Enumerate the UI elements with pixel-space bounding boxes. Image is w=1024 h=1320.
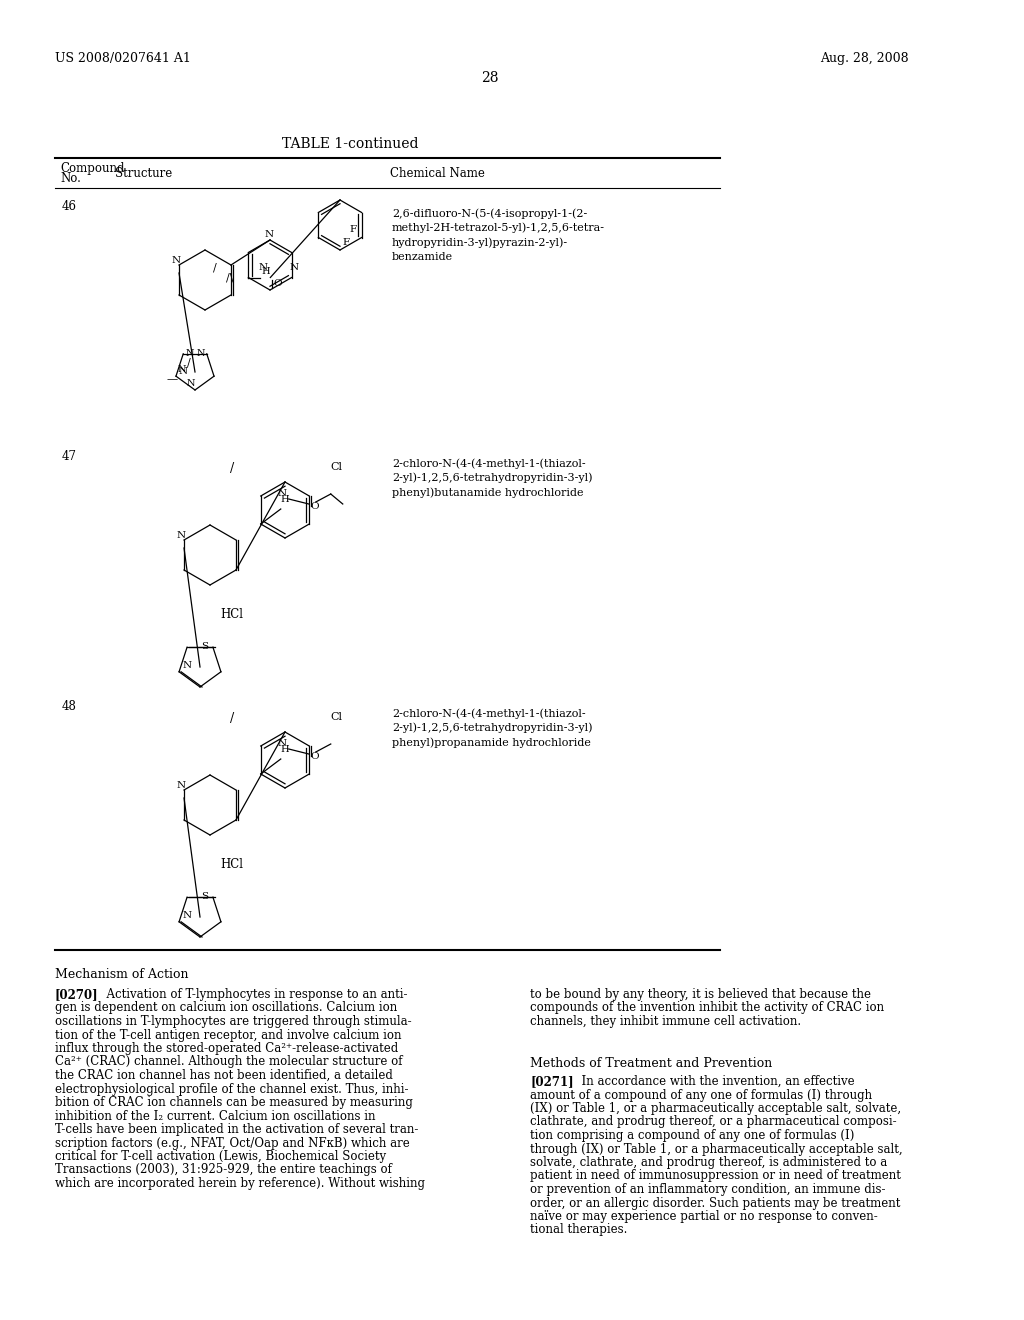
Text: /\: /\ — [226, 272, 233, 282]
Text: H: H — [281, 495, 290, 504]
Text: O: O — [273, 279, 282, 288]
Text: N: N — [182, 911, 191, 920]
Text: F: F — [342, 238, 349, 247]
Text: Mechanism of Action: Mechanism of Action — [55, 968, 188, 981]
Text: N: N — [171, 256, 180, 265]
Text: N: N — [258, 263, 267, 272]
Text: 28: 28 — [481, 71, 499, 84]
Text: to be bound by any theory, it is believed that because the: to be bound by any theory, it is believe… — [530, 987, 871, 1001]
Text: influx through the stored-operated Ca²⁺-release-activated: influx through the stored-operated Ca²⁺-… — [55, 1041, 398, 1055]
Text: 47: 47 — [62, 450, 77, 463]
Text: S: S — [201, 892, 208, 902]
Text: 48: 48 — [62, 700, 77, 713]
Text: HCl: HCl — [220, 858, 243, 871]
Text: compounds of the invention inhibit the activity of CRAC ion: compounds of the invention inhibit the a… — [530, 1002, 884, 1015]
Text: /: / — [230, 462, 234, 475]
Text: H: H — [261, 267, 270, 276]
Text: F: F — [349, 226, 356, 235]
Text: Compound: Compound — [60, 162, 125, 176]
Text: Aug. 28, 2008: Aug. 28, 2008 — [820, 51, 908, 65]
Text: S: S — [201, 643, 208, 651]
Text: N: N — [290, 263, 299, 272]
Text: O: O — [310, 752, 319, 762]
Text: electrophysiological profile of the channel exist. Thus, inhi-: electrophysiological profile of the chan… — [55, 1082, 409, 1096]
Text: Cl: Cl — [330, 711, 342, 722]
Text: TABLE 1-continued: TABLE 1-continued — [282, 137, 418, 150]
Text: Transactions (2003), 31:925-929, the entire teachings of: Transactions (2003), 31:925-929, the ent… — [55, 1163, 392, 1176]
Text: /: / — [230, 711, 234, 725]
Text: N: N — [278, 739, 287, 748]
Text: bition of CRAC ion channels can be measured by measuring: bition of CRAC ion channels can be measu… — [55, 1096, 413, 1109]
Text: N: N — [178, 366, 186, 374]
Text: tion of the T-cell antigen receptor, and involve calcium ion: tion of the T-cell antigen receptor, and… — [55, 1028, 401, 1041]
Text: amount of a compound of any one of formulas (I) through: amount of a compound of any one of formu… — [530, 1089, 872, 1101]
Text: H: H — [281, 744, 290, 754]
Text: N: N — [176, 781, 185, 789]
Text: /: / — [186, 358, 190, 368]
Text: N: N — [176, 531, 185, 540]
Text: N: N — [278, 488, 287, 498]
Text: tion comprising a compound of any one of formulas (I): tion comprising a compound of any one of… — [530, 1129, 854, 1142]
Text: N: N — [197, 348, 205, 358]
Text: inhibition of the I₂ current. Calcium ion oscillations in: inhibition of the I₂ current. Calcium io… — [55, 1110, 376, 1122]
Text: the CRAC ion channel has not been identified, a detailed: the CRAC ion channel has not been identi… — [55, 1069, 393, 1082]
Text: —: — — [167, 374, 178, 384]
Text: 2-chloro-N-(4-(4-methyl-1-(thiazol-
2-yl)-1,2,5,6-tetrahydropyridin-3-yl)
phenyl: 2-chloro-N-(4-(4-methyl-1-(thiazol- 2-yl… — [392, 458, 593, 498]
Text: Methods of Treatment and Prevention: Methods of Treatment and Prevention — [530, 1057, 772, 1071]
Text: /: / — [213, 261, 217, 272]
Text: N: N — [185, 348, 194, 358]
Text: Cl: Cl — [330, 462, 342, 473]
Text: oscillations in T-lymphocytes are triggered through stimula-: oscillations in T-lymphocytes are trigge… — [55, 1015, 412, 1028]
Text: critical for T-cell activation (Lewis, Biochemical Society: critical for T-cell activation (Lewis, B… — [55, 1150, 386, 1163]
Text: naïve or may experience partial or no response to conven-: naïve or may experience partial or no re… — [530, 1210, 878, 1224]
Text: tional therapies.: tional therapies. — [530, 1224, 628, 1237]
Text: In accordance with the invention, an effective: In accordance with the invention, an eff… — [574, 1074, 855, 1088]
Text: clathrate, and prodrug thereof, or a pharmaceutical composi-: clathrate, and prodrug thereof, or a pha… — [530, 1115, 897, 1129]
Text: order, or an allergic disorder. Such patients may be treatment: order, or an allergic disorder. Such pat… — [530, 1196, 900, 1209]
Text: patient in need of immunosuppression or in need of treatment: patient in need of immunosuppression or … — [530, 1170, 901, 1183]
Text: No.: No. — [60, 172, 81, 185]
Text: 2,6-difluoro-N-(5-(4-isopropyl-1-(2-
methyl-2H-tetrazol-5-yl)-1,2,5,6-tetra-
hyd: 2,6-difluoro-N-(5-(4-isopropyl-1-(2- met… — [392, 209, 605, 263]
Text: T-cells have been implicated in the activation of several tran-: T-cells have been implicated in the acti… — [55, 1123, 419, 1137]
Text: HCl: HCl — [220, 609, 243, 620]
Text: gen is dependent on calcium ion oscillations. Calcium ion: gen is dependent on calcium ion oscillat… — [55, 1002, 397, 1015]
Text: 2-chloro-N-(4-(4-methyl-1-(thiazol-
2-yl)-1,2,5,6-tetrahydropyridin-3-yl)
phenyl: 2-chloro-N-(4-(4-methyl-1-(thiazol- 2-yl… — [392, 708, 593, 748]
Text: 46: 46 — [62, 201, 77, 213]
Text: N: N — [187, 379, 196, 388]
Text: scription factors (e.g., NFAT, Oct/Oap and NFκB) which are: scription factors (e.g., NFAT, Oct/Oap a… — [55, 1137, 410, 1150]
Text: solvate, clathrate, and prodrug thereof, is administered to a: solvate, clathrate, and prodrug thereof,… — [530, 1156, 887, 1170]
Text: N: N — [179, 367, 187, 376]
Text: Ca²⁺ (CRAC) channel. Although the molecular structure of: Ca²⁺ (CRAC) channel. Although the molecu… — [55, 1056, 402, 1068]
Text: (IX) or Table 1, or a pharmaceutically acceptable salt, solvate,: (IX) or Table 1, or a pharmaceutically a… — [530, 1102, 901, 1115]
Text: [0270]: [0270] — [55, 987, 98, 1001]
Text: US 2008/0207641 A1: US 2008/0207641 A1 — [55, 51, 190, 65]
Text: Activation of T-lymphocytes in response to an anti-: Activation of T-lymphocytes in response … — [99, 987, 408, 1001]
Text: which are incorporated herein by reference). Without wishing: which are incorporated herein by referen… — [55, 1177, 425, 1191]
Text: O: O — [310, 502, 319, 511]
Text: N: N — [265, 230, 274, 239]
Text: [0271]: [0271] — [530, 1074, 573, 1088]
Text: Chemical Name: Chemical Name — [390, 168, 485, 180]
Text: through (IX) or Table 1, or a pharmaceutically acceptable salt,: through (IX) or Table 1, or a pharmaceut… — [530, 1143, 902, 1155]
Text: channels, they inhibit immune cell activation.: channels, they inhibit immune cell activ… — [530, 1015, 801, 1028]
Text: Structure: Structure — [115, 168, 172, 180]
Text: N: N — [182, 661, 191, 669]
Text: or prevention of an inflammatory condition, an immune dis-: or prevention of an inflammatory conditi… — [530, 1183, 886, 1196]
